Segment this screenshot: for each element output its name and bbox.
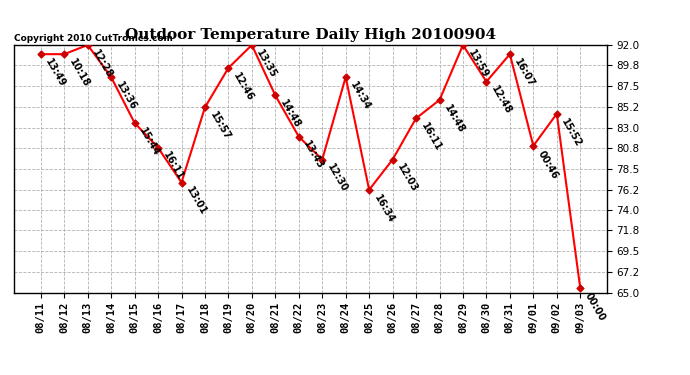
Text: 10:18: 10:18 xyxy=(67,57,91,89)
Text: 16:11: 16:11 xyxy=(161,150,185,182)
Text: Copyright 2010 CutTronics.com: Copyright 2010 CutTronics.com xyxy=(14,33,173,42)
Text: 14:48: 14:48 xyxy=(278,98,302,130)
Text: 13:36: 13:36 xyxy=(114,80,138,112)
Text: 12:03: 12:03 xyxy=(395,162,420,194)
Point xyxy=(481,79,492,85)
Text: 12:30: 12:30 xyxy=(325,162,349,194)
Text: 13:35: 13:35 xyxy=(255,48,279,80)
Text: 12:48: 12:48 xyxy=(489,84,513,116)
Point xyxy=(340,74,351,80)
Text: 13:59: 13:59 xyxy=(466,48,490,80)
Point xyxy=(59,51,70,57)
Text: 12:28: 12:28 xyxy=(90,48,115,80)
Point xyxy=(293,134,304,140)
Point xyxy=(199,104,210,110)
Point xyxy=(129,120,140,126)
Text: 12:46: 12:46 xyxy=(231,71,255,102)
Text: 15:52: 15:52 xyxy=(560,117,584,148)
Text: 13:01: 13:01 xyxy=(184,185,208,217)
Text: 15:57: 15:57 xyxy=(208,110,232,142)
Point xyxy=(528,143,539,149)
Point xyxy=(457,42,469,48)
Text: 00:46: 00:46 xyxy=(536,148,560,180)
Point xyxy=(82,42,93,48)
Point xyxy=(411,116,422,122)
Text: 13:43: 13:43 xyxy=(302,140,326,171)
Text: 15:44: 15:44 xyxy=(137,126,161,158)
Text: 16:07: 16:07 xyxy=(513,57,537,89)
Point xyxy=(223,65,234,71)
Text: 14:48: 14:48 xyxy=(442,103,466,135)
Point xyxy=(106,74,117,80)
Point xyxy=(317,157,328,163)
Point xyxy=(434,97,445,103)
Point xyxy=(152,145,164,151)
Text: 16:34: 16:34 xyxy=(372,193,396,225)
Point xyxy=(246,42,257,48)
Point xyxy=(504,51,515,57)
Title: Outdoor Temperature Daily High 20100904: Outdoor Temperature Daily High 20100904 xyxy=(125,28,496,42)
Point xyxy=(575,285,586,291)
Point xyxy=(364,187,375,193)
Point xyxy=(270,92,281,98)
Text: 14:34: 14:34 xyxy=(348,80,373,112)
Point xyxy=(35,51,46,57)
Point xyxy=(551,111,562,117)
Text: 00:00: 00:00 xyxy=(583,291,607,322)
Point xyxy=(176,180,187,186)
Text: 16:11: 16:11 xyxy=(419,121,443,153)
Text: 13:49: 13:49 xyxy=(43,57,68,89)
Point xyxy=(387,157,398,163)
